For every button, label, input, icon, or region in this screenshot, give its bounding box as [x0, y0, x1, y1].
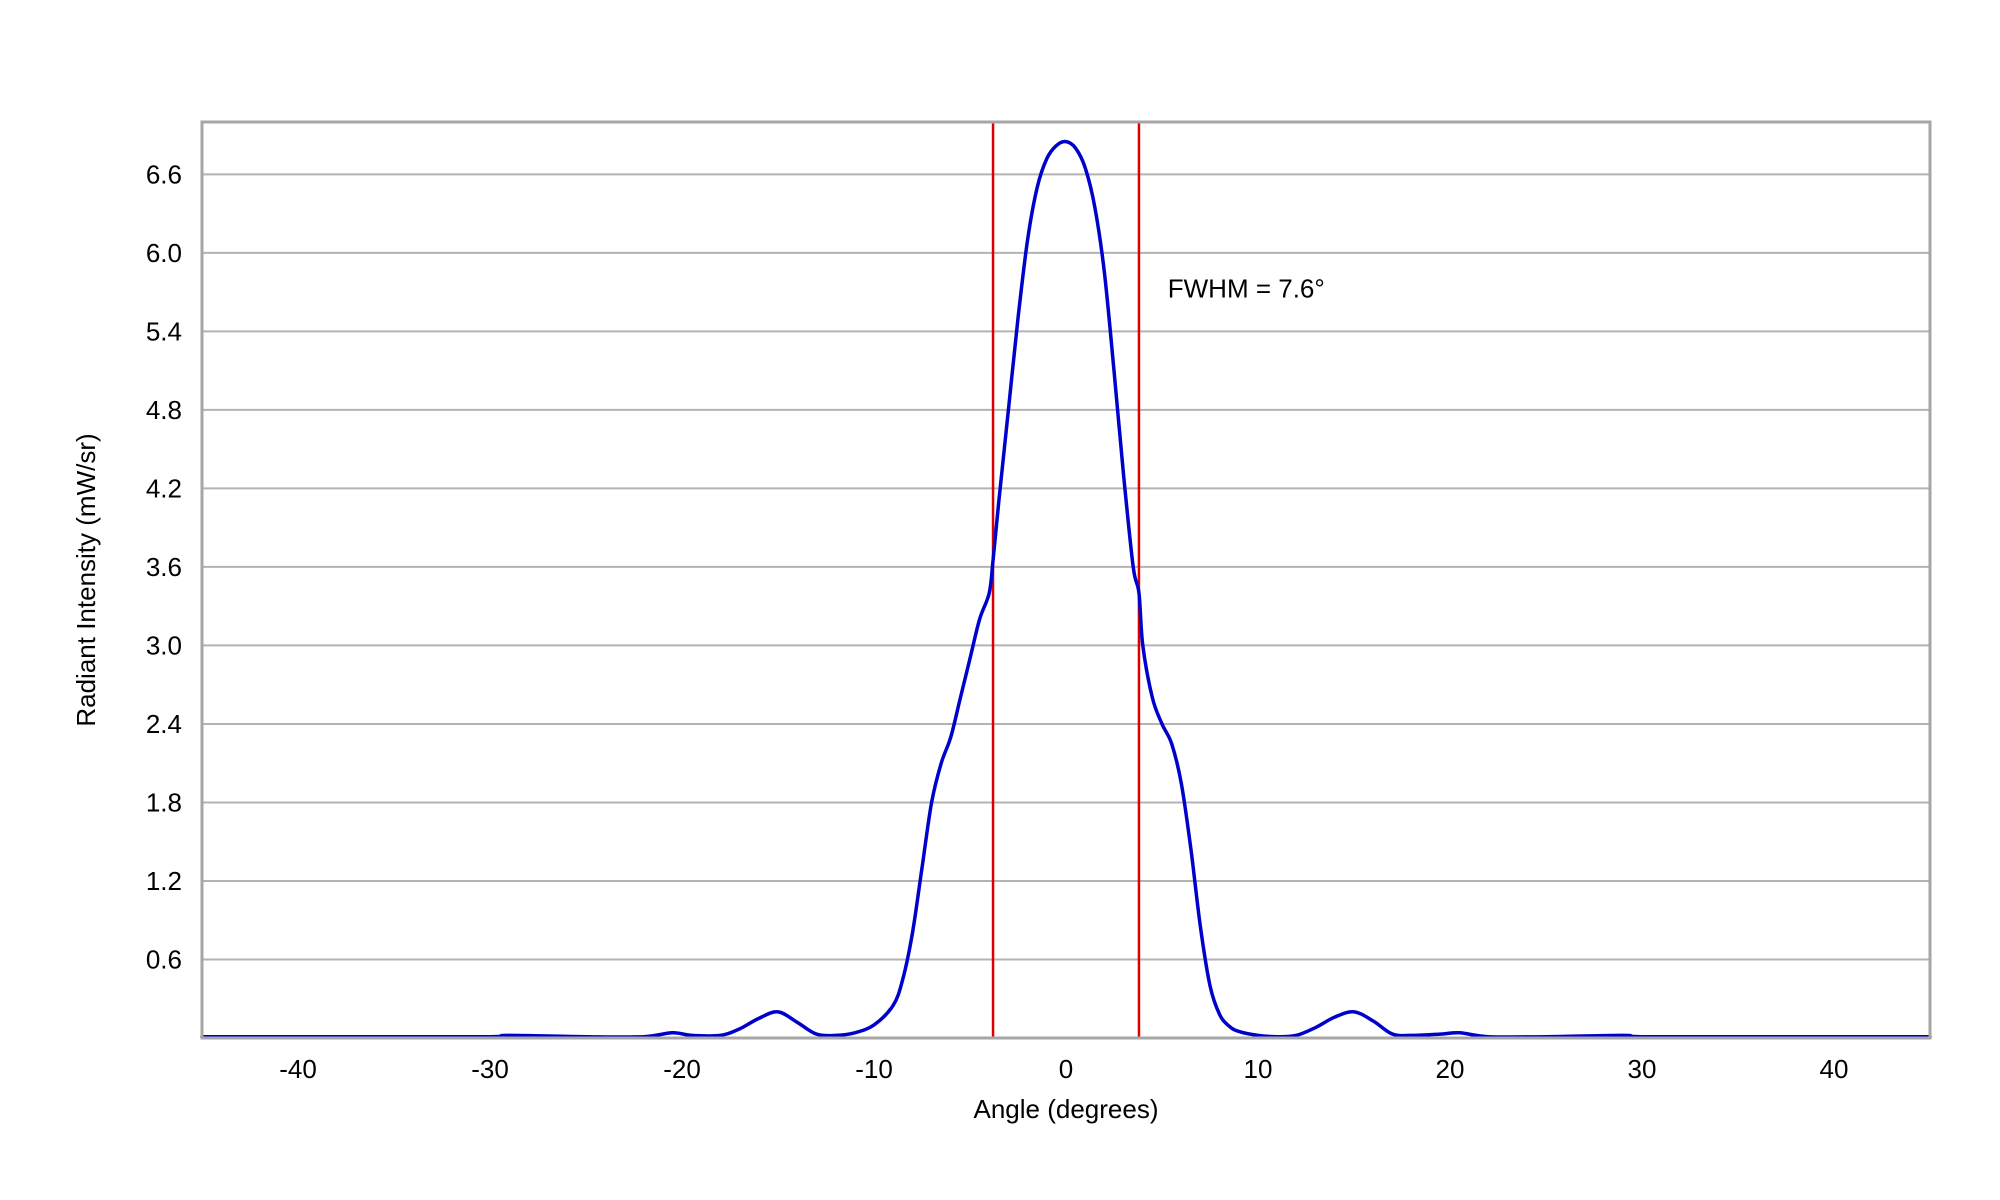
grid-lines — [202, 173, 1930, 961]
y-tick-label-1: 1.2 — [146, 866, 182, 896]
y-axis-title: Radiant Intensity (mW/sr) — [71, 433, 101, 726]
y-tick-label-10: 6.6 — [146, 159, 182, 189]
x-axis-tick-labels: -40 -30 -20 -10 0 10 20 30 40 — [279, 1054, 1848, 1084]
series-line-0 — [200, 139, 1932, 1039]
y-tick-label-5: 3.6 — [146, 552, 182, 582]
x-tick-label-0: -40 — [279, 1054, 317, 1084]
x-tick-label-2: -20 — [663, 1054, 701, 1084]
x-tick-label-6: 20 — [1436, 1054, 1465, 1084]
y-tick-label-9: 6.0 — [146, 238, 182, 268]
y-tick-label-2: 1.8 — [146, 787, 182, 817]
y-tick-label-8: 5.4 — [146, 316, 182, 346]
fwhm-annotation: FWHM = 7.6° — [1168, 273, 1325, 303]
plot-area-frame — [200, 120, 1932, 1040]
x-tick-label-4: 0 — [1059, 1054, 1073, 1084]
y-tick-label-7: 4.8 — [146, 395, 182, 425]
x-tick-label-7: 30 — [1628, 1054, 1657, 1084]
y-tick-label-0: 0.6 — [146, 944, 182, 974]
x-tick-label-5: 10 — [1244, 1054, 1273, 1084]
series-layer — [200, 139, 1932, 1039]
x-tick-label-3: -10 — [855, 1054, 893, 1084]
x-tick-label-1: -30 — [471, 1054, 509, 1084]
y-tick-label-6: 4.2 — [146, 473, 182, 503]
x-tick-label-8: 40 — [1820, 1054, 1849, 1084]
x-axis-title: Angle (degrees) — [974, 1094, 1159, 1124]
y-tick-label-4: 3.0 — [146, 630, 182, 660]
y-axis-tick-labels: 0.6 1.2 1.8 2.4 3.0 3.6 4.2 4.8 5.4 6.0 6.6 — [146, 159, 182, 974]
fwhm-marker-lines — [991, 122, 1141, 1038]
y-tick-label-3: 2.4 — [146, 709, 182, 739]
